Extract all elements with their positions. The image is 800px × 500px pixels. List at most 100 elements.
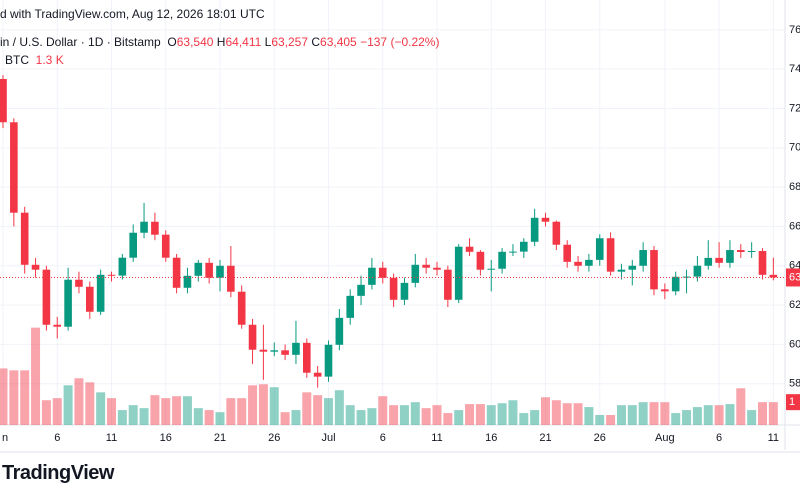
candle-body <box>400 282 409 300</box>
volume-bar <box>291 410 301 425</box>
candle-body <box>107 274 116 276</box>
x-tick-label: 6 <box>54 432 60 444</box>
candle-body <box>758 251 767 275</box>
volume-bar <box>9 370 19 425</box>
candle-body <box>585 259 593 266</box>
y-tick-label: 62 <box>789 299 800 311</box>
candle-body <box>151 221 159 235</box>
volume-bar <box>541 397 550 425</box>
candle-body <box>216 265 224 278</box>
x-tick-label: 6 <box>380 432 386 444</box>
x-tick-label: Aug <box>655 432 675 444</box>
volume-bar <box>74 378 84 425</box>
volume-bar <box>41 400 51 425</box>
candle-body <box>270 350 279 352</box>
volume-bar <box>584 407 594 425</box>
price-tag-bg <box>786 268 800 287</box>
volume-bar <box>367 408 377 425</box>
candle-body <box>75 279 83 287</box>
volume-bar <box>128 405 138 425</box>
volume-bar <box>660 402 670 425</box>
candle-body <box>520 241 528 252</box>
candle-body <box>444 269 452 300</box>
volume-bar <box>389 405 399 425</box>
y-tick-label: 74 <box>789 63 800 75</box>
candle-body <box>639 250 647 266</box>
volume-bar <box>486 405 496 425</box>
volume-bar <box>150 395 160 425</box>
candle-body <box>335 317 344 345</box>
x-tick-label: 11 <box>431 432 442 444</box>
volume-bar <box>671 413 681 425</box>
candle-body <box>737 250 745 253</box>
candle-body <box>0 79 7 123</box>
y-tick-label: 66 <box>789 220 800 232</box>
candle-body <box>411 264 420 283</box>
candle-body <box>509 251 517 253</box>
candle-body <box>10 122 18 213</box>
volume-bar <box>627 405 637 425</box>
volume-bar <box>714 405 724 425</box>
volume-bar <box>96 392 106 425</box>
candle-body <box>42 269 51 325</box>
volume-bar <box>454 410 464 425</box>
y-tick-label: 68 <box>789 181 800 193</box>
candle-body <box>726 250 734 263</box>
volume-bar <box>85 382 95 425</box>
candle-body <box>140 221 148 233</box>
x-tick-label: 11 <box>768 432 779 444</box>
volume-bar <box>378 396 388 425</box>
volume-tag-bg <box>786 394 800 411</box>
volume-bar <box>324 398 333 425</box>
candle-body <box>96 274 105 312</box>
ohlc-value: 63,540 <box>176 35 214 49</box>
candle-body <box>454 246 463 300</box>
volume-bar <box>172 396 182 425</box>
volume-bar <box>692 407 702 425</box>
candle-body <box>357 284 365 296</box>
candle-body <box>433 267 441 270</box>
candle-body <box>292 342 300 355</box>
y-tick-label: 76 <box>789 24 800 36</box>
volume-bar <box>248 385 258 425</box>
x-tick-label: 21 <box>214 432 226 444</box>
candle-body <box>552 221 561 245</box>
candle-body <box>617 269 626 272</box>
x-tick-label: 6 <box>716 432 722 444</box>
x-tick-label: 26 <box>268 432 280 444</box>
volume-bar <box>747 410 757 425</box>
candle-body <box>574 261 582 266</box>
volume-bar <box>421 408 431 425</box>
x-tick-label: Jul <box>321 432 335 444</box>
price-tag: 63 <box>789 271 800 283</box>
volume-bar <box>443 413 453 425</box>
y-tick-label: 58 <box>789 378 800 390</box>
volume-bar <box>313 395 323 425</box>
y-tick-label: 60 <box>789 338 800 350</box>
candle-body <box>368 267 376 285</box>
volume-bar <box>139 408 149 425</box>
volume-bar <box>725 404 735 425</box>
x-tick-label: 21 <box>539 432 551 444</box>
volume-bar <box>204 410 214 425</box>
candle-body <box>606 238 615 272</box>
candle-body <box>64 279 72 327</box>
ohlc-key: O <box>167 35 177 49</box>
candle-body <box>769 274 778 278</box>
volume-bar <box>616 405 626 425</box>
candle-body <box>313 372 322 377</box>
candle-body <box>303 342 311 373</box>
volume-bar <box>280 412 290 425</box>
volume-bar <box>226 398 236 425</box>
candle-body <box>129 232 137 258</box>
volume-bar <box>551 400 561 425</box>
candle-body <box>53 324 62 327</box>
volume-bar <box>269 387 279 425</box>
volume-bar <box>497 403 507 425</box>
candle-body <box>346 295 354 318</box>
candle-body <box>747 251 756 253</box>
candle-body <box>671 276 680 292</box>
volume-bar <box>0 368 8 425</box>
candle-body <box>715 257 723 263</box>
